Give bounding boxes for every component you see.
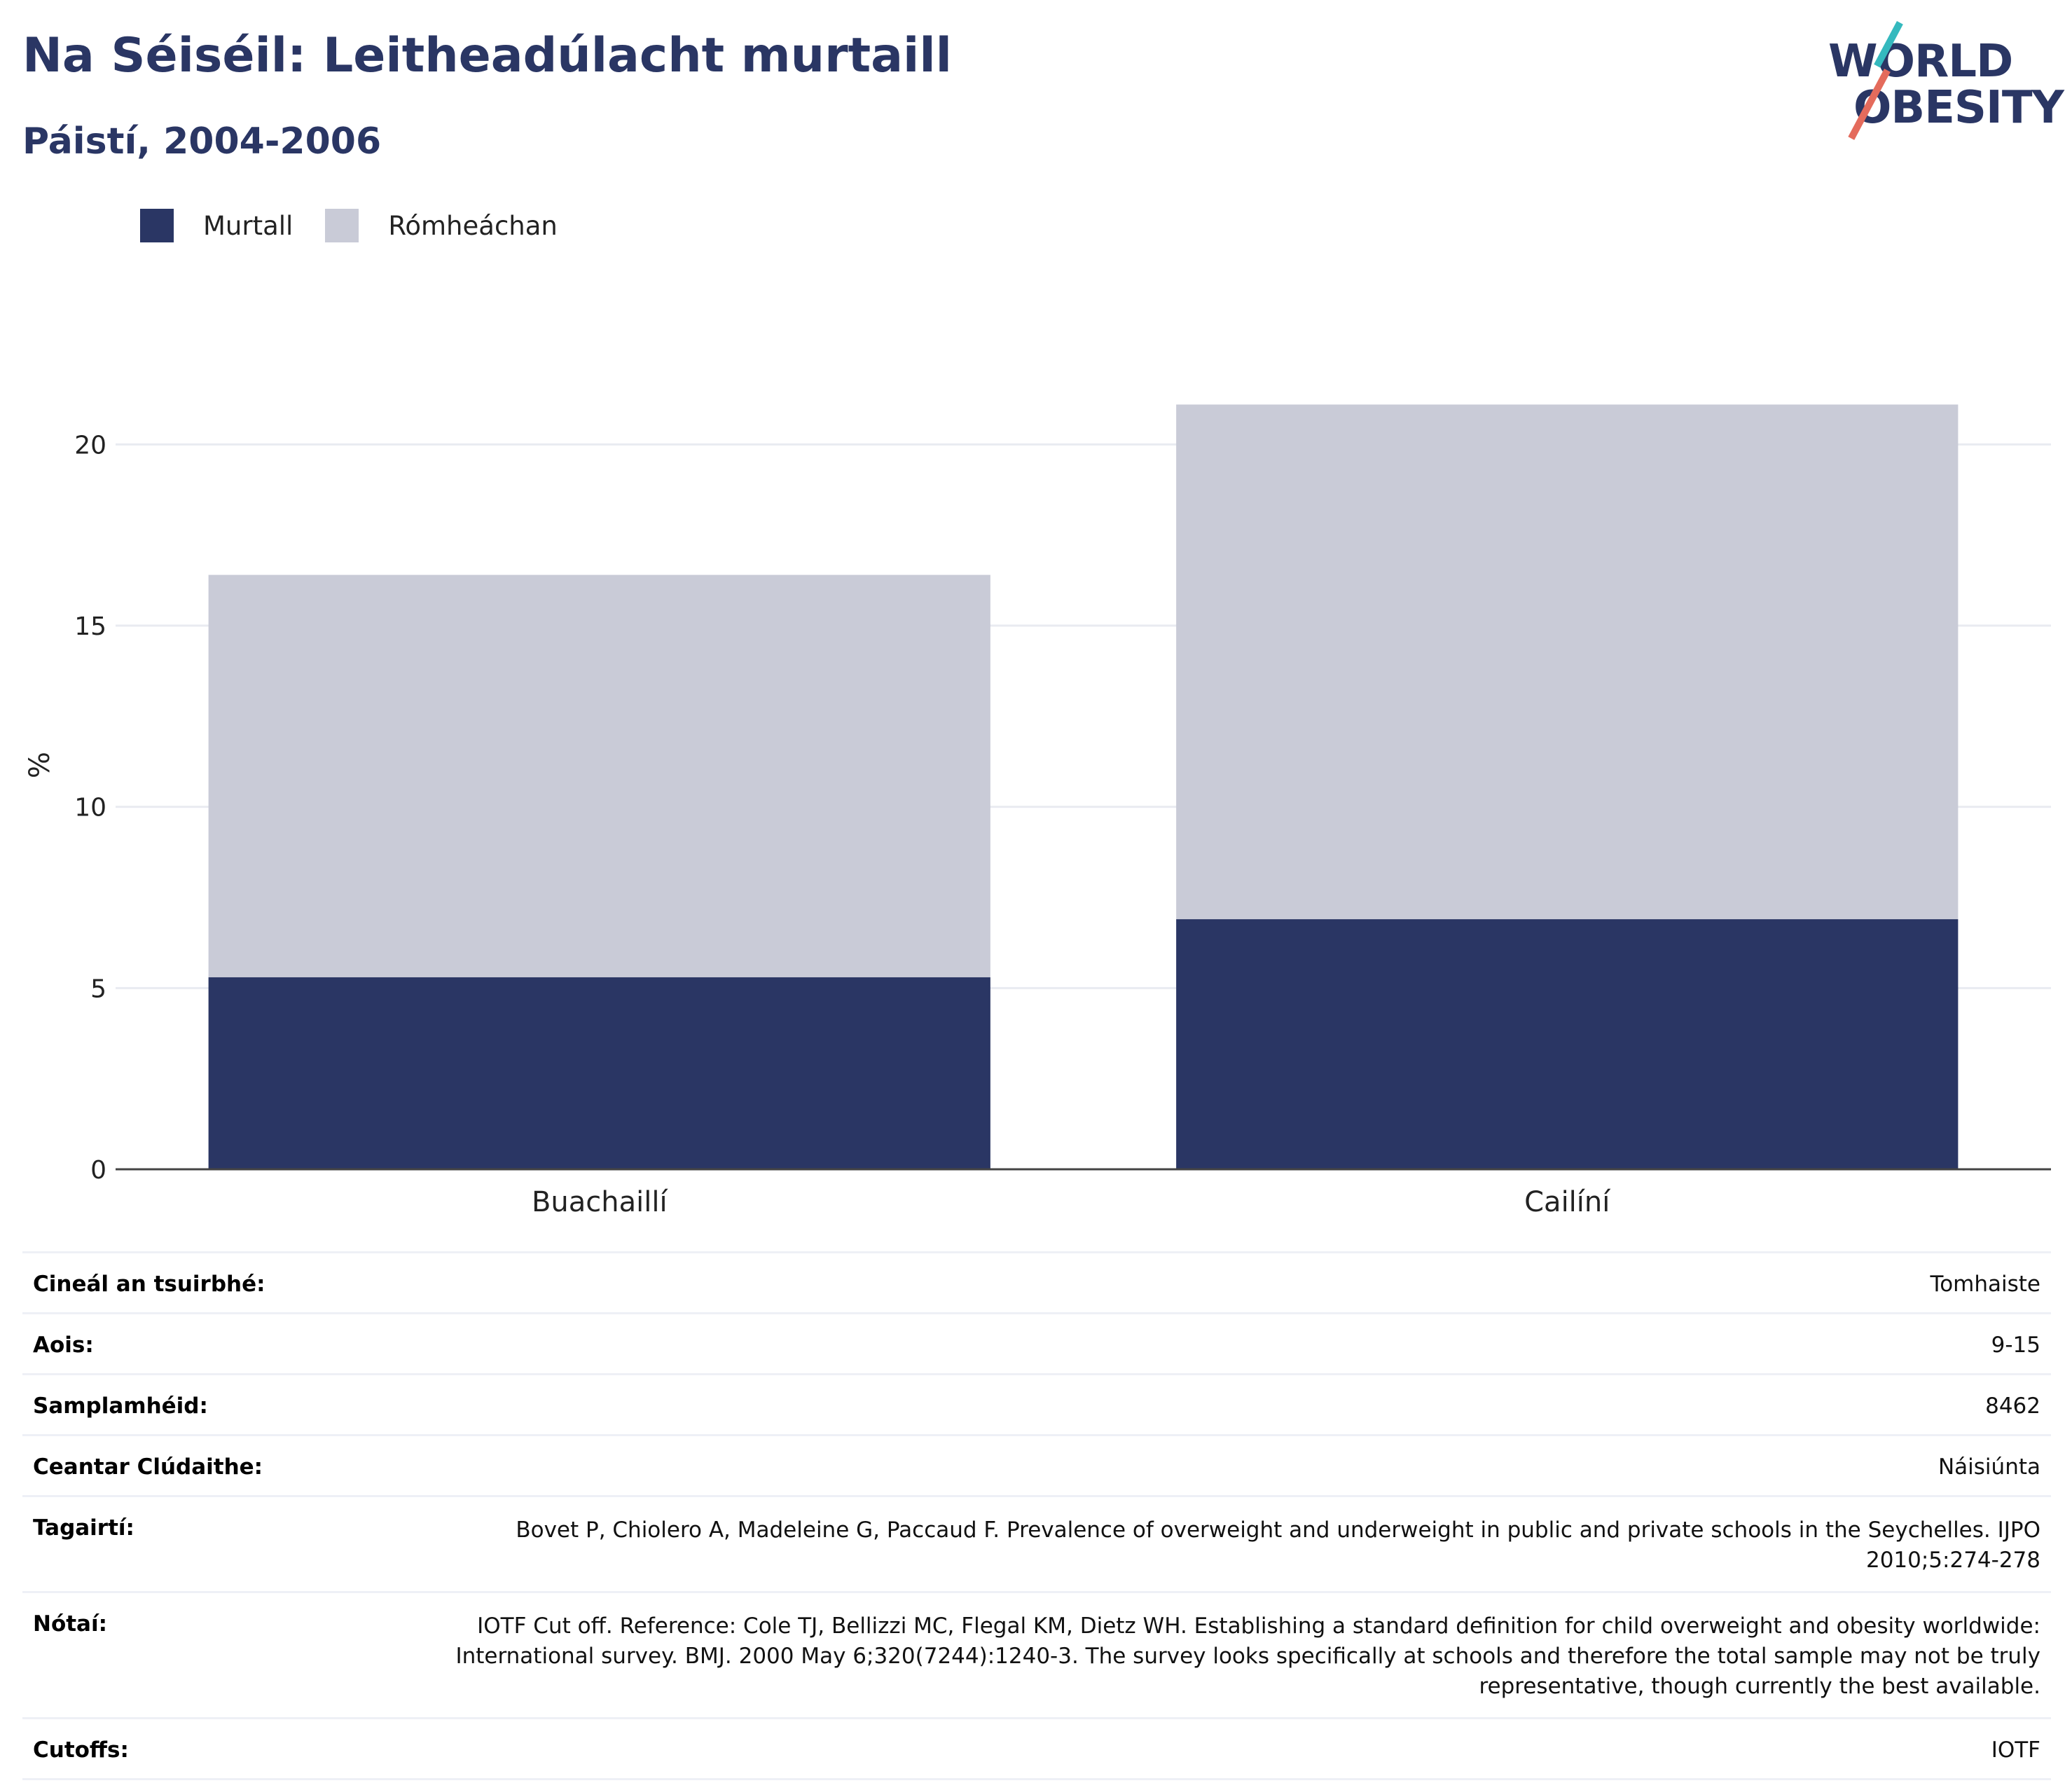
legend-item-murtall[interactable]: Murtall <box>140 209 293 242</box>
meta-label: Cutoffs: <box>33 1737 129 1763</box>
bar-obese <box>1176 919 1959 1169</box>
bar-chart: 0 5 10 15 20 Buachaillí Cailíní% <box>24 404 2051 1218</box>
meta-value: IOTF <box>1991 1737 2040 1763</box>
meta-value: IOTF Cut off. Reference: Cole TJ, Belliz… <box>455 1613 2040 1699</box>
meta-row-sample-size: Samplamhéid: 8462 <box>22 1373 2051 1434</box>
bar-obese <box>208 977 990 1169</box>
meta-row-notes: Nótaí: IOTF Cut off. Reference: Cole TJ,… <box>22 1591 2051 1717</box>
bar-overweight <box>1176 404 1959 920</box>
y-tick-label: 10 <box>74 794 106 822</box>
x-tick-label: Cailíní <box>1524 1186 1611 1218</box>
world-obesity-logo[interactable]: WORLD OBESITY <box>1828 21 2064 147</box>
meta-row-references: Tagairtí: Bovet P, Chiolero A, Madeleine… <box>22 1495 2051 1591</box>
y-tick-label: 15 <box>74 612 106 641</box>
y-tick-label: 5 <box>90 975 106 1003</box>
meta-row-survey-type: Cineál an tsuirbhé: Tomhaiste <box>22 1251 2051 1312</box>
legend-label-murtall: Murtall <box>203 210 293 241</box>
y-axis-label: % <box>24 752 56 778</box>
survey-details-table: Cineál an tsuirbhé: Tomhaiste Aois: 9-15… <box>22 1251 2051 1780</box>
y-tick-label: 20 <box>74 431 106 460</box>
chart-legend: Murtall Rómheáchan <box>140 207 590 244</box>
meta-row-area-covered: Ceantar Clúdaithe: Náisiúnta <box>22 1434 2051 1495</box>
meta-value: Bovet P, Chiolero A, Madeleine G, Paccau… <box>516 1517 2040 1573</box>
y-tick-label: 0 <box>90 1156 106 1185</box>
logo-word-obesity: OBESITY <box>1853 82 2064 134</box>
meta-label: Cineál an tsuirbhé: <box>33 1272 265 1297</box>
page-title: Na Séiséil: Leitheadúlacht murtaill <box>22 28 952 83</box>
meta-label: Nótaí: <box>33 1611 108 1637</box>
meta-label: Aois: <box>33 1333 94 1358</box>
page-subtitle: Páistí, 2004-2006 <box>22 121 382 163</box>
legend-swatch-romheachan <box>325 209 359 242</box>
meta-label: Ceantar Clúdaithe: <box>33 1454 263 1480</box>
meta-label: Samplamhéid: <box>33 1393 208 1419</box>
meta-label: Tagairtí: <box>33 1515 134 1541</box>
meta-row-cutoffs: Cutoffs: IOTF <box>22 1717 2051 1780</box>
meta-value: 8462 <box>1985 1393 2040 1419</box>
logo-word-world: WORLD <box>1828 36 2013 88</box>
meta-value: 9-15 <box>1991 1333 2040 1358</box>
legend-label-romheachan: Rómheáchan <box>388 210 558 241</box>
meta-value: Náisiúnta <box>1938 1454 2040 1480</box>
legend-swatch-murtall <box>140 209 174 242</box>
bar-overweight <box>208 574 990 977</box>
legend-item-romheachan[interactable]: Rómheáchan <box>325 209 558 242</box>
x-tick-label: Buachaillí <box>532 1186 669 1218</box>
meta-row-age: Aois: 9-15 <box>22 1312 2051 1373</box>
meta-value: Tomhaiste <box>1930 1272 2040 1297</box>
